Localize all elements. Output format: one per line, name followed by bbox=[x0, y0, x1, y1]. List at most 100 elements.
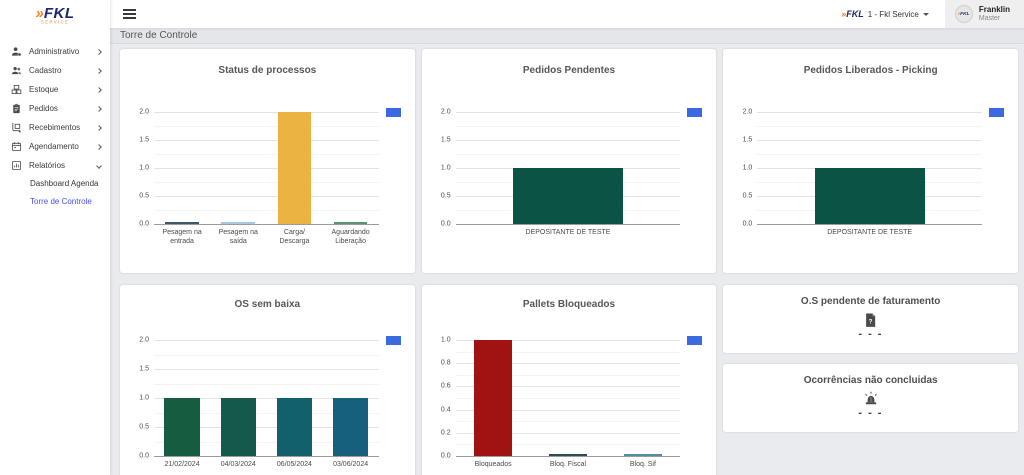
bar-chart-status-processos: 0.0 0.5 1.0 1.5 2.0 Pesagem na entrada Pesage… bbox=[130, 108, 407, 247]
sidebar-menu: Administrativo Cadastro Estoque Pedidos Rece… bbox=[0, 42, 110, 211]
y-tick-label: 1.0 bbox=[440, 164, 451, 172]
x-axis-labels: DEPOSITANTE DE TESTE bbox=[757, 228, 982, 237]
sidebar-item-relatorios[interactable]: Relatórios bbox=[0, 156, 110, 175]
y-axis: 0.0 0.5 1.0 1.5 2.0 bbox=[733, 108, 757, 228]
user-menu[interactable]: »FKL Franklin Master bbox=[944, 0, 1024, 28]
chevron-right-icon bbox=[96, 124, 102, 131]
dropdown-caret-icon bbox=[922, 12, 929, 19]
company-selector-label: 1 - Fkl Service bbox=[867, 9, 919, 19]
chart-card-pedidos-liberados: Pedidos Liberados - Picking 0.0 0.5 1.0 1.5… bbox=[723, 49, 1018, 273]
y-tick-label: 2.0 bbox=[139, 336, 149, 344]
x-axis-labels: DEPOSITANTE DE TESTE bbox=[456, 228, 681, 237]
sidebar: » FKL SERVICE Administrativo Cadastro Estoq… bbox=[0, 0, 110, 475]
y-tick-label: 0.0 bbox=[440, 452, 451, 460]
chevron-right-icon bbox=[96, 67, 102, 74]
bar-chart-pedidos-pendentes: 0.0 0.5 1.0 1.5 2.0 DEPOSITANTE DE TESTE bbox=[432, 108, 709, 237]
hamburger-menu-icon[interactable] bbox=[123, 13, 136, 15]
fkl-logo[interactable]: » FKL SERVICE bbox=[0, 0, 110, 34]
x-tick-label: Bloq. Sif bbox=[629, 461, 656, 468]
y-axis: 0.0 0.2 0.4 0.6 0.8 1.0 bbox=[432, 336, 456, 460]
x-tick-label: 03/06/2024 bbox=[333, 461, 369, 468]
y-tick-label: 0.2 bbox=[440, 429, 451, 437]
sidebar-item-pedidos[interactable]: Pedidos bbox=[0, 99, 110, 118]
user-role: Master bbox=[978, 14, 1001, 22]
reports-icon bbox=[11, 160, 22, 171]
bar-04-03-2024 bbox=[220, 398, 256, 456]
svg-text:?: ? bbox=[869, 318, 873, 325]
x-tick-label: 06/05/2024 bbox=[276, 461, 312, 468]
chart-card-pallets-bloqueados: Pallets Bloqueados 0.0 0.2 0.4 0.6 0.8 1.0 Bl… bbox=[421, 285, 717, 475]
sidebar-item-label: Cadastro bbox=[29, 66, 62, 75]
card-os-pendente-faturamento: O.S pendente de faturamento ? - - - bbox=[723, 285, 1018, 353]
y-axis: 0.0 0.5 1.0 1.5 2.0 bbox=[432, 108, 456, 228]
chart-card-status-processos: Status de processos 0.0 0.5 1.0 1.5 2.0 Pesa… bbox=[120, 49, 415, 273]
y-tick-label: 2.0 bbox=[139, 108, 149, 116]
info-cards-column: O.S pendente de faturamento ? - - - Ocor… bbox=[723, 285, 1018, 475]
bar-bloq.-fiscal bbox=[549, 454, 587, 456]
bar-chart-pallets-bloqueados: 0.0 0.2 0.4 0.6 0.8 1.0 Bloqueados Bloq. Fisca… bbox=[432, 336, 709, 469]
receiving-icon bbox=[11, 122, 22, 133]
mini-logo-brand: FKL bbox=[846, 9, 864, 19]
chevron-right-icon bbox=[96, 86, 102, 93]
bar-bloq.-sif bbox=[624, 454, 662, 456]
y-tick-label: 0.5 bbox=[440, 192, 451, 200]
y-tick-label: 0.5 bbox=[139, 423, 149, 431]
x-tick-label: Bloq. Fiscal bbox=[549, 461, 587, 468]
bar-carga--descarga bbox=[277, 112, 312, 224]
logo-subtitle: SERVICE bbox=[40, 20, 70, 26]
y-tick-label: 1.5 bbox=[139, 136, 149, 144]
bar-bloqueados bbox=[474, 340, 512, 456]
chevron-right-icon bbox=[96, 105, 102, 112]
plot-area bbox=[154, 340, 379, 457]
y-tick-label: 1.5 bbox=[440, 136, 451, 144]
y-tick-label: 2.0 bbox=[440, 108, 451, 116]
page-title-bar: Torre de Controle bbox=[110, 28, 1024, 44]
company-selector[interactable]: » FKL 1 - Fkl Service bbox=[841, 9, 929, 19]
sidebar-item-cadastro[interactable]: Cadastro bbox=[0, 61, 110, 80]
y-tick-label: 1.0 bbox=[139, 394, 149, 402]
sidebar-item-administrativo[interactable]: Administrativo bbox=[0, 42, 110, 61]
avatar: »FKL bbox=[954, 5, 973, 23]
logo-chevrons-icon: » bbox=[35, 5, 44, 22]
x-axis-labels: Bloqueados Bloq. Fiscal Bloq. Sif bbox=[456, 460, 681, 469]
card-ocorrencias-nao-concluidas: Ocorrências não concluidas - - - bbox=[723, 364, 1018, 432]
y-tick-label: 2.0 bbox=[742, 108, 753, 116]
bar-depositante-de-teste bbox=[814, 168, 925, 224]
bar-pesagem-na-entrada bbox=[165, 222, 199, 224]
sidebar-item-recebimentos[interactable]: Recebimentos bbox=[0, 118, 110, 137]
x-tick-label: DEPOSITANTE DE TESTE bbox=[525, 229, 611, 236]
legend-swatch bbox=[385, 108, 401, 117]
main-content: Status de processos 0.0 0.5 1.0 1.5 2.0 Pesa… bbox=[110, 44, 1024, 475]
sidebar-item-label: Agendamento bbox=[29, 142, 79, 151]
bar-06-05-2024 bbox=[276, 398, 313, 456]
plot-area bbox=[757, 112, 982, 225]
logo-brand: FKL bbox=[43, 5, 75, 22]
sidebar-item-estoque[interactable]: Estoque bbox=[0, 80, 110, 99]
y-tick-label: 1.5 bbox=[742, 136, 753, 144]
plot-area bbox=[455, 340, 681, 457]
x-tick-label: Carga/ Descarga bbox=[279, 229, 310, 246]
plot-area bbox=[154, 112, 379, 225]
x-tick-label: Aguardando Liberação bbox=[331, 229, 370, 246]
info-card-title: O.S pendente de faturamento bbox=[800, 296, 941, 307]
orders-icon bbox=[11, 103, 22, 114]
x-tick-label: Pesagem na saída bbox=[218, 229, 258, 246]
users-icon bbox=[11, 65, 22, 76]
y-tick-label: 1.0 bbox=[742, 164, 753, 172]
sidebar-subitem-torre-de-controle[interactable]: Torre de Controle bbox=[30, 197, 92, 206]
sidebar-item-label: Estoque bbox=[29, 85, 59, 94]
y-tick-label: 1.0 bbox=[440, 336, 451, 344]
bar-aguardando-liberação bbox=[333, 222, 368, 224]
legend-swatch bbox=[988, 108, 1004, 117]
x-axis-labels: Pesagem na entrada Pesagem na saída Carga/… bbox=[154, 228, 379, 247]
bar-21-02-2024 bbox=[164, 398, 200, 456]
y-tick-label: 1.0 bbox=[139, 164, 149, 172]
chevron-right-icon bbox=[96, 48, 102, 55]
info-card-value: - - - bbox=[858, 328, 883, 340]
y-tick-label: 0.0 bbox=[139, 220, 149, 228]
admin-icon bbox=[11, 46, 22, 57]
sidebar-item-agendamento[interactable]: Agendamento bbox=[0, 137, 110, 156]
sidebar-subitem-dashboard-agenda[interactable]: Dashboard Agenda bbox=[30, 179, 99, 188]
y-tick-label: 1.5 bbox=[139, 365, 149, 373]
y-tick-label: 0.5 bbox=[742, 192, 753, 200]
